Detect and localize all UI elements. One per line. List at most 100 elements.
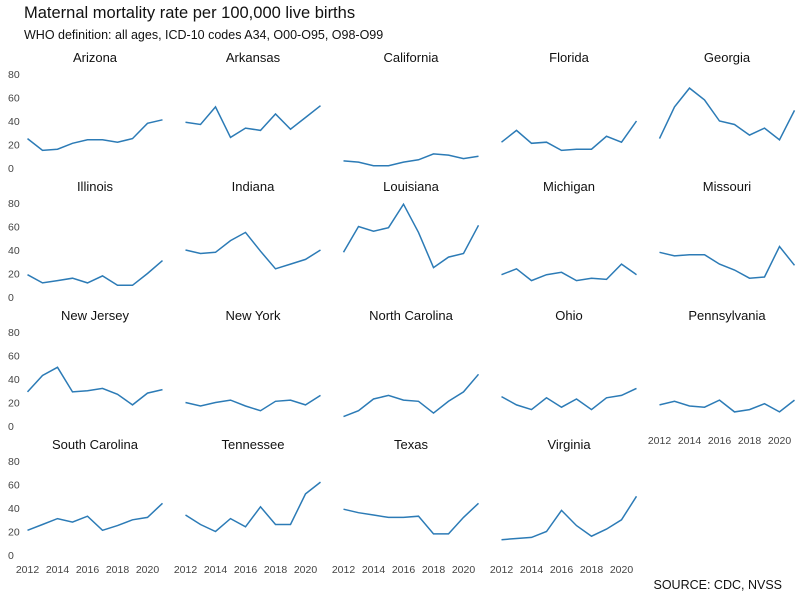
x-tick-label: 2012 [490, 564, 514, 576]
panel-arkansas: Arkansas [185, 50, 321, 139]
panel-title: Florida [549, 50, 590, 65]
panel-title: North Carolina [369, 308, 454, 323]
panel-georgia: Georgia [658, 50, 796, 141]
panel-title: Michigan [543, 179, 595, 194]
panel-pennsylvania: Pennsylvania 2012 2014 2016 2018 2020 [648, 308, 795, 447]
series-line [343, 502, 480, 535]
x-tick-label: 2018 [580, 564, 604, 576]
y-tick-label: 80 [8, 198, 20, 210]
y-tick-label: 80 [8, 69, 20, 81]
panel-title: Georgia [704, 50, 751, 65]
series-line [26, 366, 163, 406]
x-tick-label: 2020 [610, 564, 634, 576]
y-tick-label: 40 [8, 245, 20, 257]
panel-title: Illinois [77, 179, 114, 194]
series-line [185, 394, 321, 412]
chart-subtitle: WHO definition: all ages, ICD-10 codes A… [24, 28, 384, 42]
chart-title: Maternal mortality rate per 100,000 live… [24, 4, 356, 22]
panel-texas: Texas 2012 2014 2016 2018 2020 [332, 437, 480, 576]
panel-title: Tennessee [222, 437, 285, 452]
y-tick-label: 0 [8, 421, 14, 433]
panel-missouri: Missouri [659, 179, 796, 279]
x-tick-label: 2014 [362, 564, 386, 576]
panel-title: Ohio [555, 308, 582, 323]
x-tick-label: 2012 [16, 564, 40, 576]
x-tick-label: 2014 [204, 564, 228, 576]
source-note: SOURCE: CDC, NVSS [653, 578, 783, 592]
y-tick-label: 40 [8, 503, 20, 515]
series-line [343, 373, 480, 418]
series-line [343, 153, 479, 167]
panel-title: Missouri [703, 179, 752, 194]
y-tick-label: 60 [8, 222, 20, 234]
x-tick-label: 2016 [708, 435, 732, 447]
panel-title: California [384, 50, 440, 65]
panel-north-carolina: North Carolina [343, 308, 480, 418]
y-tick-label: 60 [8, 351, 20, 363]
series-line [501, 495, 638, 541]
panel-new-york: New York [185, 308, 321, 412]
x-tick-label: 2016 [550, 564, 574, 576]
y-tick-label: 60 [8, 93, 20, 105]
panel-title: South Carolina [52, 437, 139, 452]
x-tick-label: 2020 [136, 564, 160, 576]
panel-florida: Florida [501, 50, 638, 152]
x-tick-label: 2014 [46, 564, 70, 576]
panel-california: California [343, 50, 479, 167]
series-line [658, 87, 796, 141]
panel-virginia: Virginia 2012 2014 2016 2018 2020 [490, 437, 638, 576]
x-tick-label: 2014 [520, 564, 544, 576]
panel-title: New Jersey [61, 308, 129, 323]
y-tick-label: 40 [8, 116, 20, 128]
y-tick-label: 80 [8, 456, 20, 468]
x-tick-label: 2018 [738, 435, 762, 447]
panel-title: Arkansas [226, 50, 281, 65]
panel-title: Virginia [547, 437, 591, 452]
x-tick-label: 2012 [174, 564, 198, 576]
panel-louisiana: Louisiana [342, 179, 480, 269]
x-tick-label: 2020 [294, 564, 318, 576]
x-tick-label: 2012 [648, 435, 672, 447]
series-line [185, 481, 321, 533]
panel-ohio: Ohio [501, 308, 637, 411]
panel-tennessee: Tennessee 2012 2014 2016 2018 2020 [174, 437, 321, 576]
series-line [27, 260, 163, 287]
x-tick-label: 2016 [392, 564, 416, 576]
y-tick-label: 20 [8, 269, 20, 281]
panel-title: Indiana [232, 179, 275, 194]
y-tick-label: 20 [8, 527, 20, 539]
y-tick-label: 20 [8, 140, 20, 152]
y-tick-label: 40 [8, 374, 20, 386]
y-tick-label: 0 [8, 292, 14, 304]
series-line [659, 245, 796, 279]
panel-michigan: Michigan [501, 179, 637, 282]
y-tick-label: 80 [8, 327, 20, 339]
x-tick-label: 2018 [106, 564, 130, 576]
panel-title: Texas [394, 437, 428, 452]
y-tick-label: 0 [8, 163, 14, 175]
series-line [27, 502, 164, 532]
series-line [501, 120, 638, 152]
y-tick-label: 60 [8, 480, 20, 492]
series-line [342, 202, 480, 269]
y-tick-label: 0 [8, 550, 14, 562]
panel-indiana: Indiana [185, 179, 321, 270]
panel-south-carolina: South Carolina 0 20 40 60 80 2012 2014 2016 2018 2… [8, 437, 164, 576]
series-line [185, 231, 321, 270]
x-tick-label: 2020 [452, 564, 476, 576]
x-tick-label: 2018 [422, 564, 446, 576]
panel-illinois: Illinois 0 20 40 60 80 [8, 179, 163, 304]
panel-title: Arizona [73, 50, 118, 65]
panel-title: Louisiana [383, 179, 439, 194]
x-tick-label: 2018 [264, 564, 288, 576]
series-line [185, 105, 321, 139]
x-tick-label: 2012 [332, 564, 356, 576]
series-line [501, 263, 637, 282]
x-tick-label: 2014 [678, 435, 702, 447]
panel-title: New York [226, 308, 281, 323]
x-tick-label: 2016 [76, 564, 100, 576]
x-tick-label: 2016 [234, 564, 258, 576]
y-tick-label: 20 [8, 398, 20, 410]
series-line [27, 119, 163, 152]
